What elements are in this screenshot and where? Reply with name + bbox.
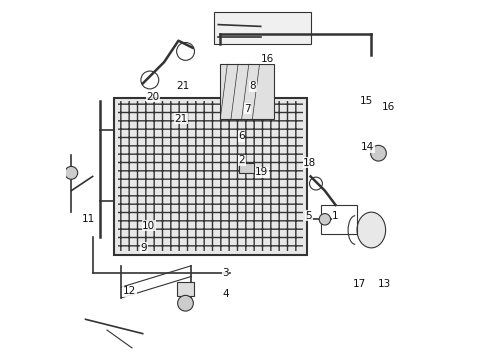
Bar [239, 163, 253, 173]
Circle shape [319, 213, 330, 225]
Bar [114, 98, 306, 255]
Ellipse shape [356, 212, 385, 248]
Text: 5: 5 [305, 211, 311, 221]
Text: 11: 11 [81, 213, 95, 224]
Text: 2: 2 [238, 156, 245, 165]
Circle shape [177, 296, 193, 311]
Bar [220, 64, 274, 119]
Bar [214, 12, 310, 44]
Bar [118, 102, 303, 251]
Bar [176, 282, 194, 296]
Text: 20: 20 [146, 92, 159, 102]
Text: 3: 3 [222, 268, 228, 278]
Text: 8: 8 [249, 81, 256, 91]
Text: 12: 12 [122, 287, 136, 296]
Text: 6: 6 [238, 131, 244, 141]
Text: 9: 9 [140, 243, 147, 253]
Text: 4: 4 [222, 289, 228, 299]
Text: 14: 14 [360, 142, 374, 152]
Text: 16: 16 [381, 103, 394, 112]
Text: 21: 21 [176, 81, 189, 91]
Text: 16: 16 [260, 54, 273, 64]
Text: 18: 18 [303, 158, 316, 168]
Circle shape [370, 145, 386, 161]
Text: 21: 21 [174, 113, 187, 123]
Text: 19: 19 [255, 167, 268, 177]
Bar [321, 205, 356, 234]
Text: 15: 15 [359, 96, 372, 106]
Circle shape [65, 166, 78, 179]
Text: 17: 17 [352, 279, 366, 289]
Text: 1: 1 [332, 211, 338, 221]
Text: 13: 13 [378, 279, 391, 289]
Text: 7: 7 [244, 104, 250, 113]
Text: 10: 10 [142, 221, 155, 231]
